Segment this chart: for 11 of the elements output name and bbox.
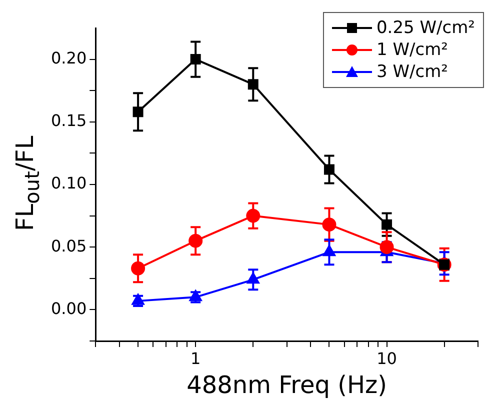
- legend-label: 3 W/cm²: [376, 61, 448, 83]
- legend-label: 0.25 W/cm²: [376, 17, 475, 39]
- y-tick-label: 0.10: [51, 174, 87, 193]
- legend-label: 1 W/cm²: [376, 39, 448, 61]
- x-axis-title: 488nm Freq (Hz): [186, 370, 388, 399]
- x-tick-label: 1: [190, 348, 201, 368]
- x-tick-label: 10: [376, 348, 397, 368]
- y-tick-label: 0.20: [51, 48, 87, 68]
- y-tick-label: 0.15: [51, 111, 87, 130]
- y-tick-label: 0.00: [51, 298, 87, 318]
- y-tick-label: 0.05: [51, 236, 87, 256]
